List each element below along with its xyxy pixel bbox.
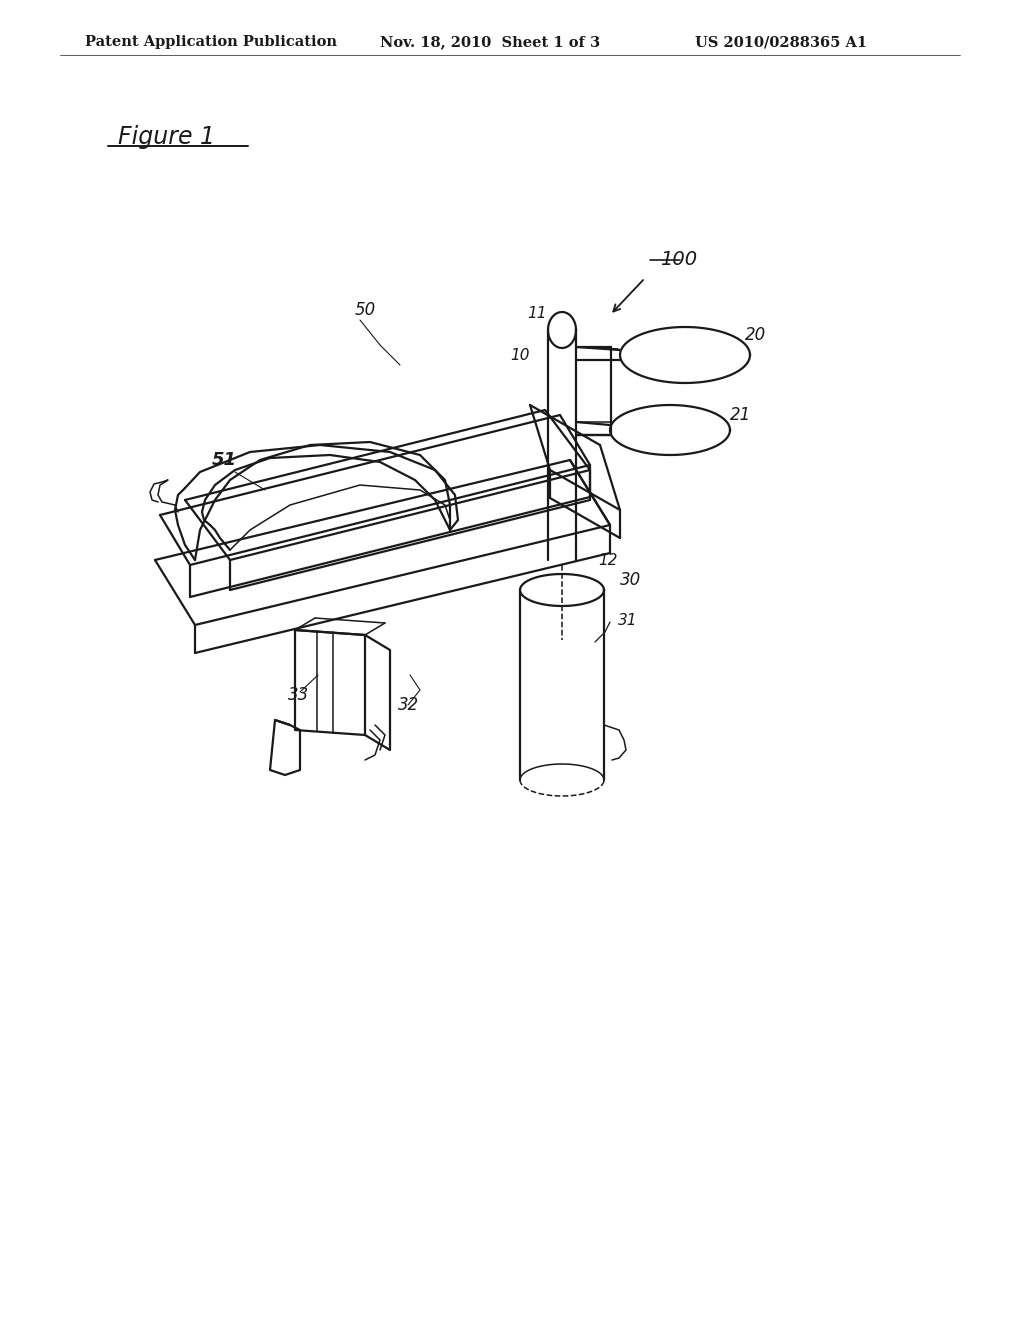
Text: Patent Application Publication: Patent Application Publication	[85, 36, 337, 49]
Text: 11: 11	[527, 306, 547, 321]
Text: 100: 100	[660, 249, 697, 269]
Text: 10: 10	[510, 348, 529, 363]
Text: 30: 30	[620, 572, 641, 589]
Text: 21: 21	[730, 407, 752, 424]
Text: US 2010/0288365 A1: US 2010/0288365 A1	[695, 36, 867, 49]
Text: 20: 20	[745, 326, 766, 345]
Text: 50: 50	[355, 301, 376, 319]
Text: Figure 1: Figure 1	[118, 125, 215, 149]
Text: 12: 12	[598, 553, 617, 568]
Text: 33: 33	[288, 686, 309, 704]
Text: 32: 32	[398, 696, 419, 714]
Text: 31: 31	[618, 612, 638, 628]
Text: 51: 51	[212, 451, 237, 469]
Text: Nov. 18, 2010  Sheet 1 of 3: Nov. 18, 2010 Sheet 1 of 3	[380, 36, 600, 49]
